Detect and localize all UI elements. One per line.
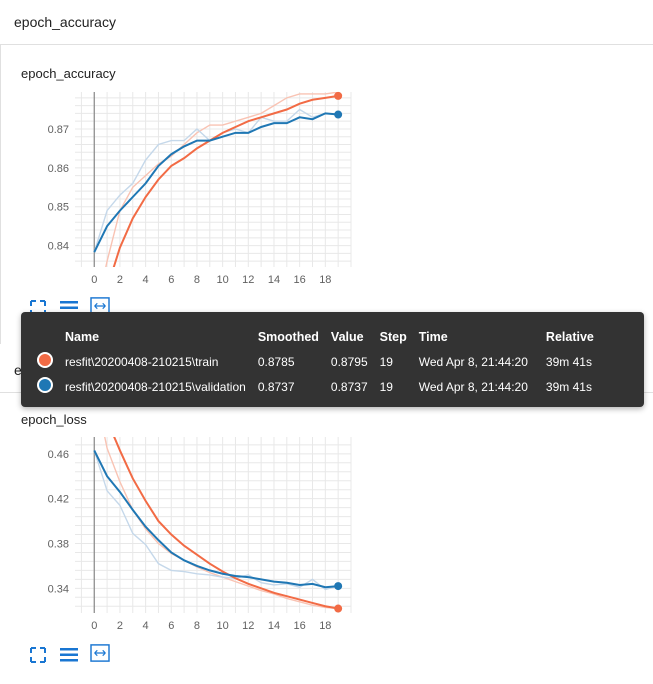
tooltip-header-row: Name Smoothed Value Step Time Relative	[31, 330, 600, 349]
x-tick-label: 0	[91, 274, 97, 286]
section-title-accuracy[interactable]: epoch_accuracy	[14, 14, 116, 30]
validation-raw-line	[93, 450, 339, 591]
validation-smoothed-line	[93, 112, 339, 253]
chart-title-loss: epoch_loss	[21, 412, 87, 427]
tooltip-cell-value: 0.8737	[330, 379, 368, 394]
train-smoothed-line	[112, 94, 339, 267]
y-tick-label: 0.85	[48, 202, 69, 214]
tooltip-col-color	[31, 330, 59, 349]
tooltip-col-value: Value	[330, 330, 364, 344]
section-divider	[0, 44, 653, 45]
series-group	[93, 437, 339, 610]
x-tick-label: 2	[117, 620, 123, 632]
tooltip-cell-smoothed: 0.8785	[257, 354, 295, 369]
tooltip-cell-smoothed: 0.8737	[257, 379, 295, 394]
tooltip-cell-relative: 39m 41s	[545, 354, 592, 369]
y-tick-label: 0.38	[48, 538, 69, 550]
y-tick-label: 0.42	[48, 494, 69, 506]
y-tick-label: 0.87	[48, 124, 69, 136]
tooltip-cell-step: 19	[379, 354, 393, 369]
train-dot-icon	[37, 352, 53, 368]
y-tick-label: 0.46	[48, 449, 69, 461]
tooltip-cell-name: resfit\20200408-210215\validation	[65, 379, 246, 394]
train-smoothed-line	[113, 437, 339, 610]
x-tick-label: 18	[319, 620, 331, 632]
tooltip-row-validation: resfit\20200408-210215\validation 0.8737…	[31, 374, 600, 399]
data-tooltip: Name Smoothed Value Step Time Relative r…	[21, 312, 644, 407]
x-tick-label: 12	[242, 620, 254, 632]
x-tick-label: 16	[294, 620, 306, 632]
x-tick-label: 4	[143, 620, 149, 632]
tooltip-col-relative: Relative	[545, 330, 594, 344]
x-tick-label: 6	[168, 620, 174, 632]
tooltip-cell-value: 0.8795	[330, 354, 368, 369]
y-tick-label: 0.34	[48, 583, 69, 595]
tooltip-row-train: resfit\20200408-210215\train 0.8785 0.87…	[31, 349, 600, 374]
x-tick-label: 10	[217, 620, 229, 632]
expand-icon[interactable]	[28, 646, 48, 664]
validation-point-marker	[334, 110, 343, 119]
series-group	[93, 92, 339, 267]
series-color-swatch	[31, 374, 59, 399]
chart-title-accuracy: epoch_accuracy	[21, 66, 116, 81]
x-tick-label: 16	[294, 274, 306, 286]
train-raw-line	[104, 437, 339, 610]
x-tick-label: 12	[242, 274, 254, 286]
tooltip-cell-time: Wed Apr 8, 21:44:20	[418, 354, 528, 369]
x-tick-label: 14	[268, 620, 280, 632]
x-tick-label: 4	[143, 274, 149, 286]
tooltip-cell-time: Wed Apr 8, 21:44:20	[418, 379, 528, 394]
train-raw-line	[105, 92, 339, 267]
train-point-marker	[334, 604, 343, 613]
x-tick-label: 10	[217, 274, 229, 286]
card-divider	[0, 44, 1, 344]
list-icon[interactable]	[59, 646, 79, 664]
tooltip-cell-name: resfit\20200408-210215\train	[65, 354, 219, 369]
x-tick-label: 8	[194, 620, 200, 632]
tooltip-col-time: Time	[418, 330, 448, 344]
x-tick-label: 14	[268, 274, 280, 286]
tooltip-cell-relative: 39m 41s	[545, 379, 592, 394]
x-tick-label: 8	[194, 274, 200, 286]
validation-point-marker	[334, 582, 343, 591]
tooltip-col-smoothed: Smoothed	[257, 330, 319, 344]
tooltip-col-name: Name	[65, 330, 100, 344]
x-tick-label: 2	[117, 274, 123, 286]
tooltip-cell-step: 19	[379, 379, 393, 394]
fit-domain-icon[interactable]	[90, 644, 110, 662]
validation-smoothed-line	[93, 450, 339, 589]
y-tick-label: 0.86	[48, 163, 69, 175]
y-tick-label: 0.84	[48, 241, 69, 253]
tooltip-col-step: Step	[379, 330, 407, 344]
train-point-marker	[334, 91, 343, 100]
x-tick-label: 0	[91, 620, 97, 632]
x-tick-label: 18	[319, 274, 331, 286]
tooltip-table: Name Smoothed Value Step Time Relative r…	[31, 330, 600, 399]
x-tick-label: 6	[168, 274, 174, 286]
series-color-swatch	[31, 349, 59, 374]
validation-dot-icon	[37, 377, 53, 393]
